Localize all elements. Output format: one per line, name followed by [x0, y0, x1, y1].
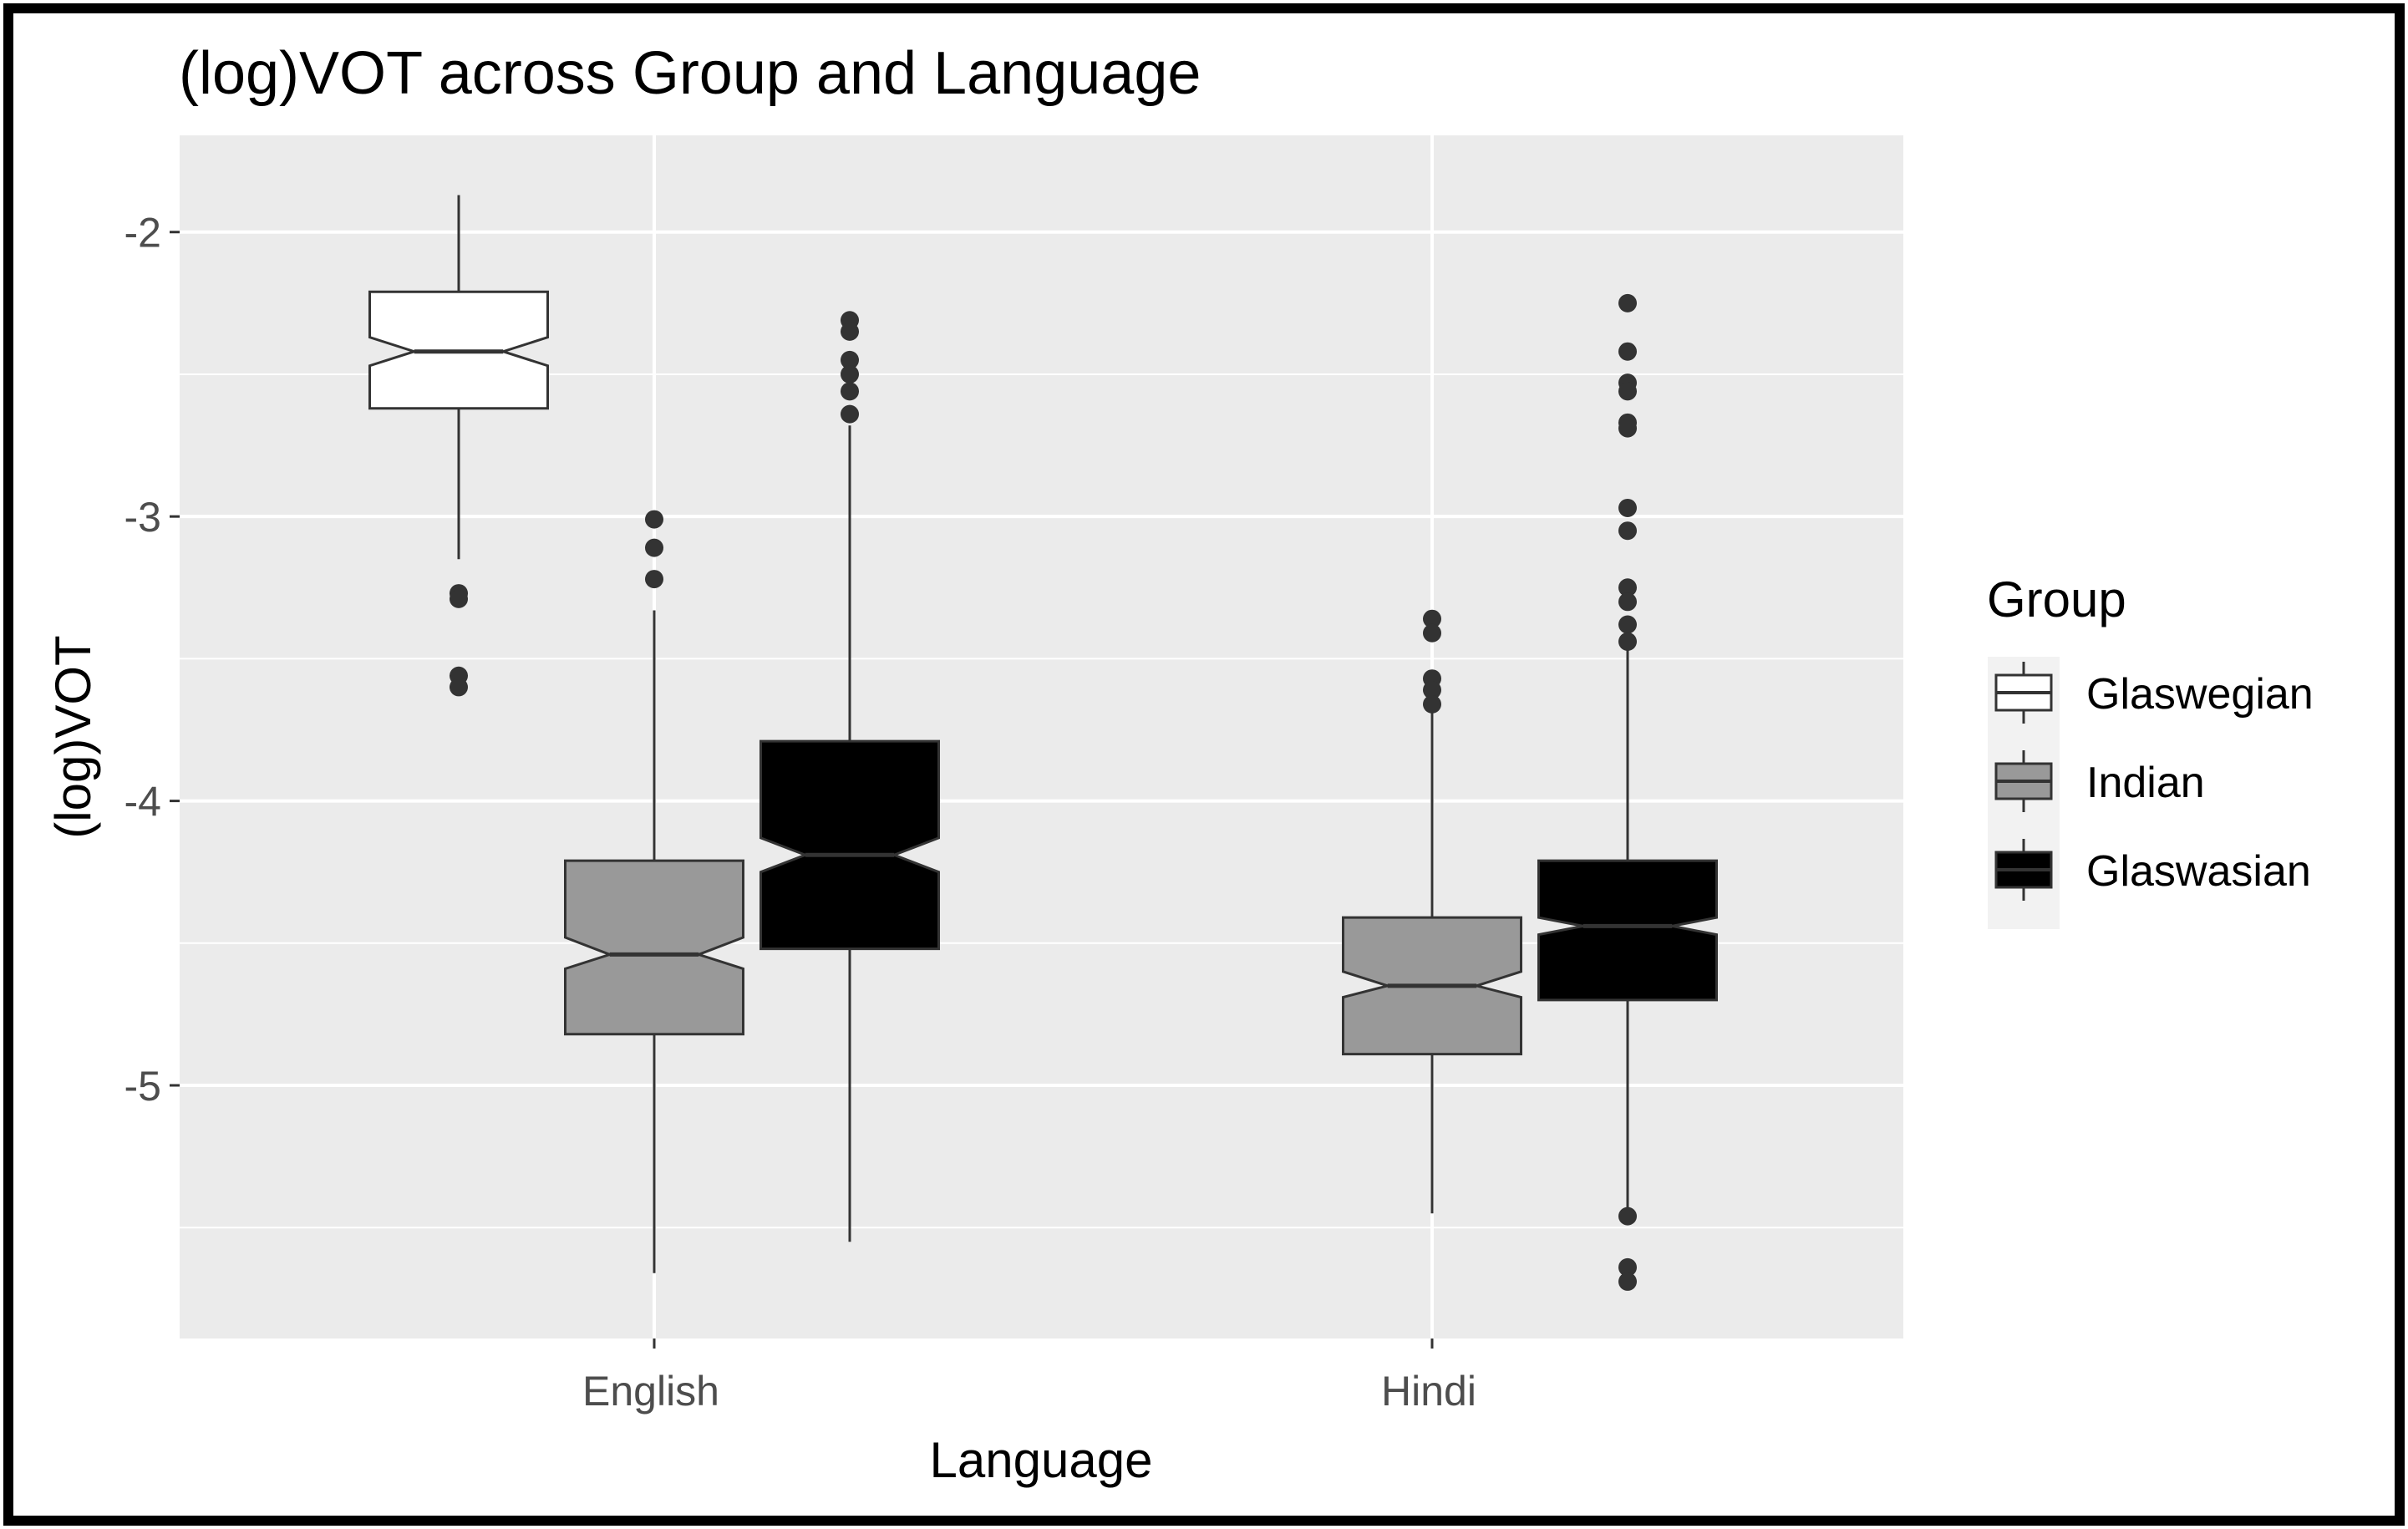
outlier-point	[645, 510, 663, 529]
legend-entry-glaswasian: Glaswasian	[1994, 839, 2311, 901]
outlier-point	[1618, 578, 1637, 597]
outlier-point	[645, 570, 663, 589]
outlier-point	[841, 404, 859, 424]
outlier-point	[841, 322, 859, 341]
axes: -2 -3 -4 -5 English Hindi	[124, 210, 1476, 1415]
y-axis-label: (log)VOT	[45, 635, 101, 838]
legend-entry-glaswegian: Glaswegian	[1994, 662, 2314, 724]
x-tick-label: English	[582, 1368, 719, 1415]
notched-box	[564, 859, 744, 1036]
boxplot-glaswasian-english	[759, 311, 940, 1242]
outlier-point	[1618, 1272, 1637, 1291]
outlier-point	[1423, 609, 1441, 628]
boxplot-glaswasian-hindi	[1537, 293, 1718, 1291]
x-axis-label: Language	[930, 1432, 1153, 1488]
legend-entry-indian: Indian	[1994, 750, 2205, 812]
y-tick-label: -3	[124, 494, 161, 541]
outlier-point	[1618, 521, 1637, 541]
y-tick-label: -5	[124, 1063, 161, 1110]
outlier-point	[1423, 623, 1441, 643]
outlier-point	[1618, 498, 1637, 517]
legend-title: Group	[1987, 571, 2126, 627]
boxplot-indian-english	[564, 510, 744, 1273]
legend-label: Glaswegian	[2086, 670, 2314, 719]
outlier-point	[1618, 419, 1637, 438]
legend-label: Glaswasian	[2086, 847, 2311, 896]
y-tick-label: -2	[124, 210, 161, 257]
chart-title: (log)VOT across Group and Language	[179, 40, 1201, 107]
notched-box	[759, 739, 940, 951]
boxplot-glaswegian-english	[368, 195, 549, 697]
outlier-point	[1618, 632, 1637, 651]
legend: Group Glaswegian Indian Glaswasian	[1987, 571, 2314, 929]
notched-box	[1537, 859, 1718, 1002]
outlier-point	[1618, 1206, 1637, 1226]
boxplots	[368, 195, 1718, 1291]
outlier-point	[1618, 1257, 1637, 1277]
boxplot-indian-hindi	[1342, 609, 1522, 1214]
outlier-point	[450, 589, 468, 608]
outlier-point	[1618, 293, 1637, 312]
outlier-point	[841, 382, 859, 401]
outlier-point	[645, 538, 663, 557]
outlier-point	[1618, 615, 1637, 634]
legend-label: Indian	[2086, 759, 2205, 807]
outlier-point	[1618, 382, 1637, 401]
outlier-point	[1618, 342, 1637, 361]
outlier-point	[841, 364, 859, 384]
outlier-point	[1618, 592, 1637, 612]
x-tick-label: Hindi	[1381, 1368, 1476, 1415]
y-tick-label: -4	[124, 779, 161, 825]
outlier-point	[450, 678, 468, 697]
outlier-point	[1423, 694, 1441, 714]
outlier-point	[1423, 680, 1441, 699]
outlier-point	[841, 350, 859, 369]
